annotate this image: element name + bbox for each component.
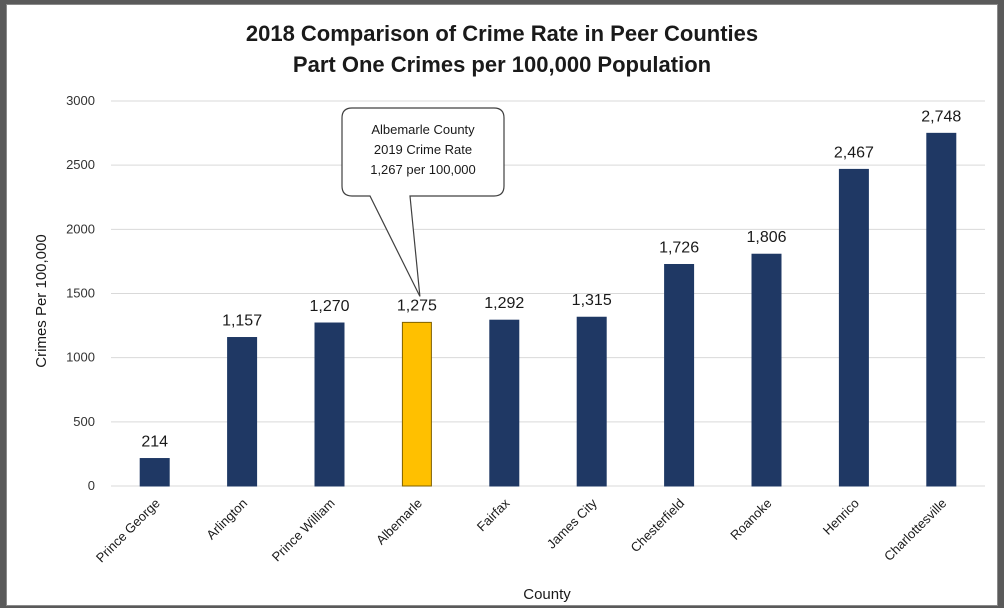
x-tick-label: Charlottesville — [881, 496, 949, 564]
y-tick-label: 2500 — [66, 157, 95, 172]
data-label: 1,157 — [222, 313, 262, 330]
y-tick-label: 2000 — [66, 221, 95, 236]
chart-subtitle: Part One Crimes per 100,000 Population — [293, 52, 711, 77]
data-label: 1,275 — [397, 297, 437, 314]
bars — [139, 132, 957, 487]
x-tick-label: James City — [544, 495, 600, 551]
x-tick-label: Arlington — [203, 496, 250, 543]
bar-fairfax — [489, 319, 520, 487]
x-tick-label: Albemarle — [373, 496, 425, 548]
data-label: 1,726 — [659, 239, 699, 256]
y-tick-label: 0 — [88, 478, 95, 493]
data-label: 214 — [141, 434, 168, 451]
bar-albemarle — [401, 321, 432, 487]
chart-frame: 2018 Comparison of Crime Rate in Peer Co… — [6, 4, 998, 606]
x-tick-label: Chesterfield — [628, 496, 688, 556]
y-tick-label: 500 — [73, 414, 95, 429]
chart-title: 2018 Comparison of Crime Rate in Peer Co… — [246, 21, 758, 46]
data-label: 1,315 — [572, 292, 612, 309]
y-tick-label: 1000 — [66, 350, 95, 365]
value-labels: 214 1,157 1,270 1,275 1,292 1,315 1,726 1,806 2,… — [141, 108, 961, 450]
x-axis-ticks: Prince George Arlington Prince William Albe… — [93, 495, 949, 565]
bar-prince-george — [139, 458, 170, 487]
data-label: 1,270 — [309, 298, 349, 315]
y-axis-ticks: 0 500 1000 1500 2000 2500 3000 — [66, 93, 95, 493]
callout-bubble — [341, 107, 505, 297]
bar-chesterfield — [664, 263, 695, 487]
x-axis-title: County — [523, 586, 571, 603]
bar-henrico — [838, 168, 869, 487]
y-tick-label: 1500 — [66, 286, 95, 301]
data-label: 1,806 — [746, 229, 786, 246]
y-axis-title: Crimes Per 100,000 — [33, 234, 50, 367]
x-tick-label: Fairfax — [474, 495, 513, 534]
y-tick-label: 3000 — [66, 93, 95, 108]
x-tick-label: Roanoke — [727, 496, 774, 543]
annotation-callout: Albemarle County 2019 Crime Rate 1,267 per… — [341, 107, 505, 297]
callout-text-line: Albemarle County — [371, 122, 475, 137]
bar-charlottesville — [926, 132, 957, 487]
bar-james-city — [576, 316, 607, 487]
callout-text-line: 1,267 per 100,000 — [370, 162, 476, 177]
x-tick-label: Henrico — [820, 496, 862, 538]
bar-chart: 2018 Comparison of Crime Rate in Peer Co… — [33, 21, 985, 603]
bar-prince-william — [314, 322, 345, 487]
data-label: 2,748 — [921, 108, 961, 125]
data-label: 2,467 — [834, 144, 874, 161]
bar-arlington — [227, 337, 258, 487]
x-tick-label: Prince George — [93, 496, 163, 566]
x-tick-label: Prince William — [269, 496, 338, 565]
callout-text-line: 2019 Crime Rate — [374, 142, 472, 157]
bar-roanoke — [751, 253, 782, 487]
data-label: 1,292 — [484, 295, 524, 312]
